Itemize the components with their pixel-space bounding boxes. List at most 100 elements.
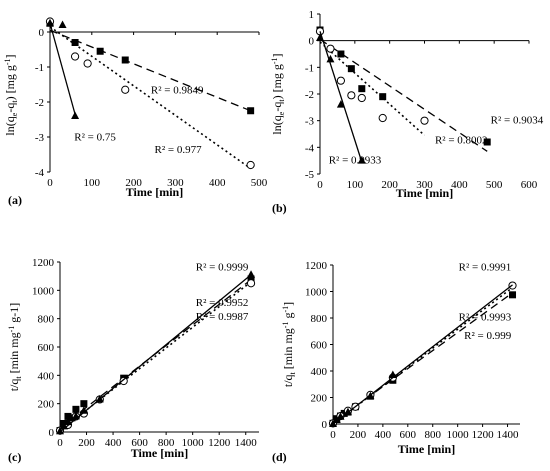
data-point-triangle xyxy=(71,111,80,119)
y-tick-label: 800 xyxy=(38,314,55,326)
r-squared-label: R² = 0.9993 xyxy=(459,312,512,324)
x-tick-label: 200 xyxy=(350,429,367,441)
y-axis-label: ln(qe-qt) [mg g-1] xyxy=(3,54,19,135)
y-axis-label: t/qt [min mg-1 g-1] xyxy=(7,303,23,392)
x-tick-label: 1400 xyxy=(497,429,520,441)
data-point-triangle xyxy=(343,407,352,416)
data-point-square xyxy=(340,409,348,417)
y-tick-label: 600 xyxy=(311,340,328,352)
x-tick-label: 0 xyxy=(330,429,336,441)
y-label-part: [min mg xyxy=(281,328,295,372)
panel-label: (a) xyxy=(8,193,22,207)
y-label-part: [min mg xyxy=(7,332,21,376)
chart-panel-c: 0 200 400 600 800 1000 1200 1400020040060080010… xyxy=(7,257,259,464)
y-tick-label: -2 xyxy=(305,89,314,101)
x-axis-label: Time [min] xyxy=(131,446,188,460)
x-tick-label: 800 xyxy=(158,437,175,449)
panel-label: (c) xyxy=(8,450,21,464)
data-point-square xyxy=(509,291,517,299)
data-point-square xyxy=(247,275,255,283)
y-label-part: -1 xyxy=(281,322,290,329)
data-point-triangle xyxy=(316,33,324,41)
y-label-part: t/q xyxy=(281,374,295,387)
data-point-triangle xyxy=(46,18,54,27)
y-tick-label: -5 xyxy=(305,169,315,181)
x-axis-label: Time [min] xyxy=(398,442,455,456)
x-tick-label: 400 xyxy=(375,429,392,441)
x-tick-label: 500 xyxy=(251,177,268,189)
y-label-part: t xyxy=(14,376,23,379)
data-point-square xyxy=(483,138,491,146)
y-label-part: t xyxy=(288,371,297,374)
y-label-part: g-1] xyxy=(7,303,21,326)
data-point-square xyxy=(337,50,345,58)
panel-label: (d) xyxy=(272,450,287,464)
x-tick-label: 100 xyxy=(347,179,364,191)
y-tick-label: 400 xyxy=(311,366,328,378)
r-squared-label: R² = 0.9849 xyxy=(151,84,204,96)
data-point-square xyxy=(247,107,255,115)
data-point-triangle xyxy=(336,412,345,420)
y-tick-label: 1200 xyxy=(305,260,328,272)
data-point-triangle xyxy=(79,406,88,414)
data-point-triangle xyxy=(336,100,345,108)
x-tick-label: 400 xyxy=(451,179,468,191)
y-label-part: t/q xyxy=(7,379,21,392)
x-tick-label: 200 xyxy=(78,437,95,449)
trend-line-dashed xyxy=(49,29,251,112)
r-squared-label: R² = 0.9952 xyxy=(196,297,249,309)
data-point-circle xyxy=(119,376,128,386)
r-squared-label: R² = 0.8002 xyxy=(435,134,488,146)
y-label-part: -1 xyxy=(281,306,290,313)
y-label-part: ) [mg g xyxy=(3,65,17,100)
x-tick-label: 100 xyxy=(84,177,101,189)
trend-line-dotted xyxy=(319,41,426,136)
x-tick-label: 600 xyxy=(521,179,538,191)
chart-panel-a: 0 100 200 300 400 500 -4 -3 -2 -1 0 Time [min] ln(qe… xyxy=(3,17,268,207)
data-point-circle xyxy=(357,93,366,103)
series-circle xyxy=(315,27,429,136)
data-point-circle xyxy=(121,85,130,94)
y-tick-label: -1 xyxy=(305,62,314,74)
r-squared-label: R² = 0.9987 xyxy=(196,311,249,323)
x-tick-label: 200 xyxy=(125,177,142,189)
data-point-circle xyxy=(420,116,429,125)
y-tick-label: 1000 xyxy=(32,285,55,297)
y-label-part: e xyxy=(277,111,286,115)
y-label-part: t xyxy=(277,99,286,102)
series-triangle xyxy=(46,18,80,119)
y-tick-label: 200 xyxy=(38,399,55,411)
data-point-square xyxy=(121,56,129,64)
y-label-part: ] xyxy=(3,54,17,58)
r-squared-label: R² = 0.9034 xyxy=(491,114,544,126)
data-point-triangle xyxy=(95,394,104,403)
y-label-part: -1 xyxy=(7,326,16,333)
x-tick-label: 1200 xyxy=(208,437,231,449)
y-label-part: t xyxy=(10,100,19,103)
y-tick-label: 0 xyxy=(39,27,45,39)
data-point-triangle xyxy=(329,419,337,427)
x-tick-label: 1200 xyxy=(472,429,495,441)
series-triangle xyxy=(329,284,513,427)
y-label-part: ] xyxy=(270,53,284,57)
y-label-part: -1 xyxy=(270,57,279,64)
r-squared-label: R² = 0.977 xyxy=(155,144,203,156)
series-triangle xyxy=(56,270,256,435)
data-point-square xyxy=(80,400,88,408)
y-axis-label: ln(qe-qt) [mg g-1] xyxy=(270,53,286,134)
series-square xyxy=(46,19,255,115)
y-tick-label: 200 xyxy=(311,393,328,405)
data-point-triangle xyxy=(63,417,72,426)
data-point-triangle xyxy=(388,370,397,378)
x-tick-label: 1000 xyxy=(447,429,470,441)
y-tick-label: 0 xyxy=(49,427,55,439)
data-point-square xyxy=(64,412,72,420)
y-tick-label: 400 xyxy=(38,370,55,382)
y-label-part: -1 xyxy=(3,58,12,65)
y-label-part: ln(q xyxy=(3,116,17,135)
y-tick-label: 1 xyxy=(309,9,315,21)
x-tick-label: 600 xyxy=(400,429,417,441)
x-tick-label: 400 xyxy=(209,177,226,189)
trend-line-dotted xyxy=(49,26,252,170)
data-point-circle xyxy=(336,76,345,85)
